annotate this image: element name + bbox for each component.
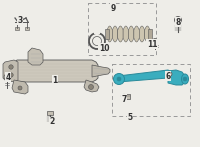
Circle shape (4, 74, 10, 80)
Polygon shape (92, 65, 110, 77)
Polygon shape (84, 80, 99, 92)
Circle shape (117, 77, 121, 81)
Bar (15, 27, 19, 30)
Polygon shape (28, 48, 43, 65)
Text: 8: 8 (175, 17, 181, 26)
Bar (107, 30, 150, 38)
Circle shape (9, 73, 13, 77)
Polygon shape (134, 26, 139, 42)
Circle shape (174, 16, 182, 24)
Ellipse shape (182, 74, 188, 84)
Text: 1: 1 (52, 76, 58, 85)
Circle shape (183, 77, 187, 81)
Polygon shape (168, 70, 185, 85)
Polygon shape (145, 26, 150, 42)
Circle shape (89, 33, 105, 49)
Polygon shape (123, 26, 128, 42)
Polygon shape (118, 26, 123, 42)
Text: 6: 6 (165, 71, 171, 81)
Bar (25, 27, 29, 30)
Bar (121, 94, 130, 99)
Polygon shape (107, 26, 112, 42)
Circle shape (168, 72, 172, 76)
Bar (148, 29, 152, 39)
Circle shape (153, 39, 158, 44)
Bar (105, 29, 109, 39)
Circle shape (92, 36, 102, 46)
Polygon shape (112, 26, 118, 42)
Circle shape (18, 86, 22, 90)
Text: 3: 3 (17, 15, 23, 25)
Text: 7: 7 (121, 95, 127, 103)
Polygon shape (14, 60, 98, 82)
Polygon shape (139, 26, 145, 42)
Text: 5: 5 (127, 113, 133, 122)
Text: 2: 2 (49, 117, 55, 127)
Polygon shape (128, 26, 134, 42)
Polygon shape (3, 60, 18, 82)
Text: 9: 9 (110, 4, 116, 12)
Circle shape (9, 65, 13, 69)
Text: 10: 10 (99, 44, 109, 52)
Text: 11: 11 (147, 40, 157, 49)
Bar (47, 111, 53, 115)
Text: 4: 4 (5, 72, 11, 81)
Polygon shape (12, 80, 28, 94)
Circle shape (88, 85, 94, 90)
Polygon shape (118, 70, 172, 82)
Circle shape (114, 74, 124, 85)
